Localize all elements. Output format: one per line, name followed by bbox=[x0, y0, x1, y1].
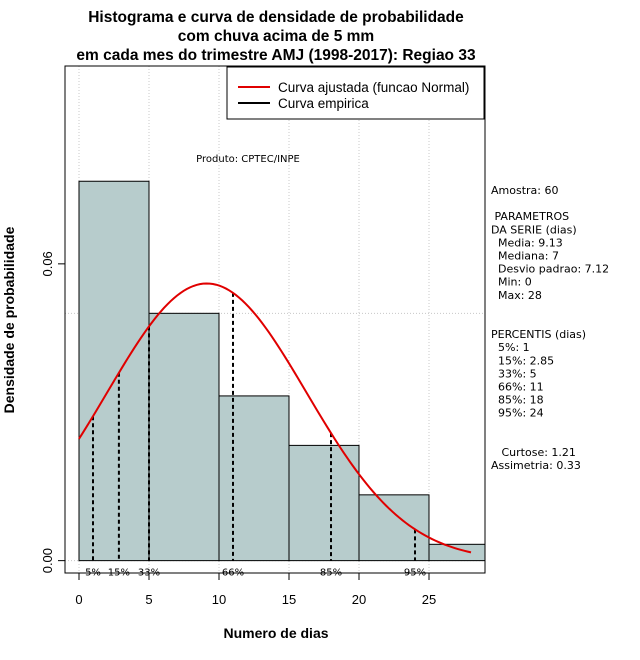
stats-line: Assimetria: 0.33 bbox=[491, 459, 581, 472]
stats-line: Desvio padrao: 7.12 bbox=[491, 263, 609, 276]
histogram-bar bbox=[428, 543, 486, 562]
histogram-bars bbox=[78, 180, 486, 562]
fitted-curve-layer bbox=[78, 282, 472, 554]
x-axis: 0 5 10 15 20 25 bbox=[75, 572, 436, 607]
stats-line: 33%: 5 bbox=[491, 367, 537, 380]
legend-label-fitted: Curva ajustada (funcao Normal) bbox=[278, 80, 469, 95]
stats-line: Min: 0 bbox=[491, 276, 532, 289]
chart-title-line-2: com chuva acima de 5 mm bbox=[178, 28, 374, 45]
y-axis: 0.00 0.06 bbox=[40, 251, 65, 573]
legend: Curva ajustada (funcao Normal) Curva emp… bbox=[226, 66, 485, 120]
x-tick-label: 10 bbox=[212, 592, 226, 607]
stats-line: 5%: 1 bbox=[491, 341, 530, 354]
legend-box bbox=[226, 66, 485, 120]
chart-title: Histograma e curva de densidade de proba… bbox=[76, 9, 476, 64]
stats-line: 15%: 2.85 bbox=[491, 354, 554, 367]
stats-line: 95%: 24 bbox=[491, 407, 544, 420]
histogram-bar bbox=[218, 395, 290, 562]
stats-line: Max: 28 bbox=[491, 289, 542, 302]
stats-line: Amostra: 60 bbox=[491, 184, 558, 197]
chart-title-line-1: Histograma e curva de densidade de proba… bbox=[88, 9, 464, 26]
x-tick-label: 25 bbox=[422, 592, 436, 607]
stats-line: Mediana: 7 bbox=[491, 250, 559, 263]
legend-label-empirical: Curva empirica bbox=[278, 96, 369, 111]
product-annotation: Produto: CPTEC/INPE bbox=[196, 154, 300, 165]
x-tick-label: 15 bbox=[282, 592, 296, 607]
fitted-normal-curve bbox=[78, 282, 472, 554]
stats-line: DA SERIE (dias) bbox=[491, 223, 577, 236]
x-tick-label: 0 bbox=[75, 592, 82, 607]
y-axis-label: Densidade de probabilidade bbox=[1, 226, 17, 413]
stats-line: 85%: 18 bbox=[491, 394, 544, 407]
stats-line: PERCENTIS (dias) bbox=[491, 328, 586, 341]
y-tick-label: 0.00 bbox=[40, 548, 55, 573]
histogram-bar bbox=[78, 180, 150, 562]
stats-line: Curtose: 1.21 bbox=[491, 446, 576, 459]
histogram-bar bbox=[148, 312, 220, 562]
x-tick-label: 5 bbox=[145, 592, 152, 607]
histogram-bar bbox=[288, 444, 360, 562]
y-tick-label: 0.06 bbox=[40, 251, 55, 276]
stats-line: Media: 9.13 bbox=[491, 236, 563, 249]
x-tick-label: 20 bbox=[352, 592, 366, 607]
chart-title-line-3: em cada mes do trimestre AMJ (1998-2017)… bbox=[76, 47, 476, 64]
x-axis-label: Numero de dias bbox=[223, 625, 328, 641]
stats-line: PARAMETROS bbox=[491, 210, 569, 223]
stats-line: 66%: 11 bbox=[491, 381, 544, 394]
histogram-bar bbox=[358, 494, 430, 562]
